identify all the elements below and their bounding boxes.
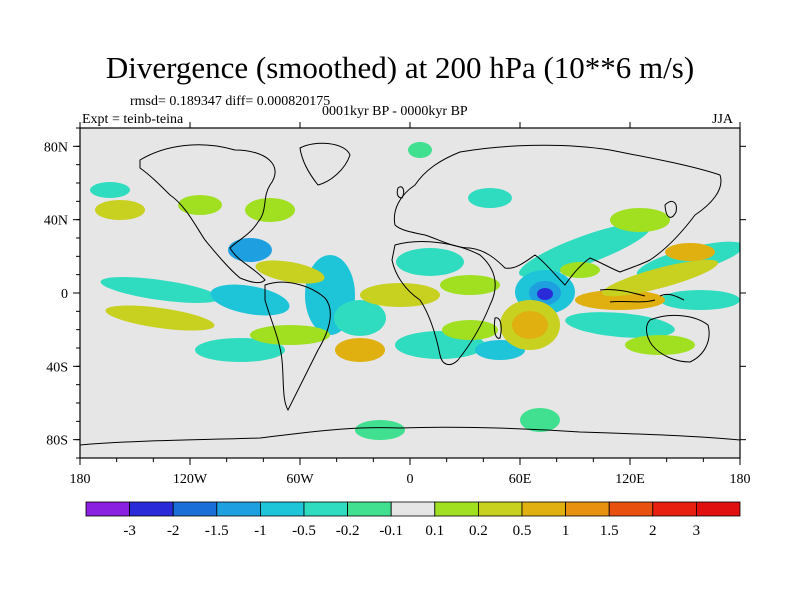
- colorbar-swatch: [390, 501, 436, 517]
- colorbar-swatch: [565, 501, 610, 517]
- colorbar-label: 3: [693, 523, 701, 539]
- coast-antarctica: [80, 426, 740, 446]
- colorbar-label: -3: [123, 523, 136, 539]
- coast-uk: [396, 186, 405, 199]
- colorbar-swatch: [303, 501, 348, 517]
- colorbar-label: -0.5: [292, 523, 316, 539]
- colorbar-swatch: [434, 501, 479, 517]
- period-label: 0001kyr BP - 0000kyr BP: [322, 104, 468, 119]
- stats-text: rmsd= 0.189347 diff= 0.000820175: [130, 94, 331, 109]
- colorbar-swatch: [172, 501, 218, 517]
- colorbar-label: 1: [562, 523, 570, 539]
- experiment-label: Expt = teinb-teina: [82, 112, 184, 127]
- colorbar-label: 0.1: [425, 523, 444, 539]
- coast-africa: [391, 241, 496, 366]
- colorbar-swatch: [608, 501, 654, 517]
- axis-ticks: [73, 122, 746, 465]
- negative-anomalies: [90, 142, 740, 440]
- colorbar-label: 0.5: [513, 523, 532, 539]
- lon-tick-label: 120E: [615, 472, 645, 487]
- coast-japan: [664, 201, 677, 218]
- colorbar-label: -0.1: [379, 523, 403, 539]
- lon-tick-label: 120W: [173, 472, 208, 487]
- axis-tick-labels: 180 120W 60W 0 60E 120E 180 80N 40N 0 40S 80S: [44, 140, 751, 487]
- colorbar-label: -2: [167, 523, 180, 539]
- colorbar-label: -0.2: [336, 523, 360, 539]
- colorbar-swatch: [347, 501, 392, 517]
- colorbar-label: -1: [254, 523, 267, 539]
- lat-tick-label: 0: [61, 287, 68, 302]
- colorbar-swatch: [259, 501, 305, 517]
- coast-madagascar: [493, 317, 502, 339]
- colorbar-label: 2: [649, 523, 657, 539]
- colorbar-swatch: [216, 501, 261, 517]
- colorbar-swatch: [477, 501, 523, 517]
- coastlines: [80, 142, 740, 446]
- colorbar-swatch: [521, 501, 566, 517]
- lon-tick-label: 180: [730, 472, 751, 487]
- colorbar-label: 0.2: [469, 523, 488, 539]
- lon-tick-label: 60W: [286, 472, 314, 487]
- lon-tick-label: 0: [407, 472, 414, 487]
- colorbar-swatch: [85, 501, 130, 517]
- lat-tick-label: 40S: [46, 360, 68, 375]
- lat-tick-label: 80N: [44, 140, 68, 155]
- coast-greenland: [299, 142, 351, 186]
- colorbar-label: 1.5: [600, 523, 619, 539]
- coast-indonesia: [599, 289, 685, 303]
- lon-tick-label: 180: [70, 472, 91, 487]
- map-title: Divergence (smoothed) at 200 hPa (10**6 …: [105, 50, 695, 85]
- lon-tick-label: 60E: [509, 472, 532, 487]
- colorbar-swatch: [696, 501, 741, 517]
- coast-europe-asia: [393, 144, 722, 286]
- lat-tick-label: 80S: [46, 434, 68, 449]
- positive-anomalies: [95, 195, 719, 362]
- lat-tick-label: 40N: [44, 214, 68, 229]
- coast-australia: [646, 314, 710, 363]
- coast-north-america: [139, 144, 276, 284]
- colorbar-swatch: [129, 501, 174, 517]
- divergence-field: [90, 142, 740, 440]
- season-label: JJA: [712, 112, 734, 127]
- colorbar-label: -1.5: [205, 523, 229, 539]
- colorbar-legend: -3 -2 -1.5 -1 -0.5 -0.2 -0.1 0.1 0.2 0.5 1 1.5 2 3: [85, 501, 741, 539]
- colorbar-swatch: [652, 501, 697, 517]
- coast-south-america: [264, 281, 331, 412]
